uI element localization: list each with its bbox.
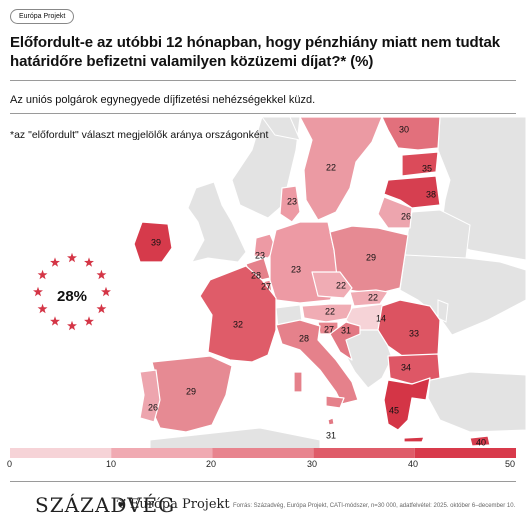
value-franciaorszag: 32 xyxy=(233,319,243,329)
value-malta: 31 xyxy=(326,430,336,440)
eu-average-value: 28% xyxy=(57,288,87,305)
map-portugalia xyxy=(139,369,161,423)
map-esztorszag xyxy=(401,151,439,177)
value-hollandia: 23 xyxy=(255,250,265,260)
legend-tick-50: 50 xyxy=(505,459,516,469)
value-romania: 33 xyxy=(409,328,419,338)
map-svedorszag xyxy=(299,117,383,221)
europe-map: 30 22 35 38 26 23 39 23 28 27 23 29 22 2… xyxy=(0,117,526,450)
legend-tick-40: 40 xyxy=(408,459,419,469)
eu-star-icon xyxy=(50,257,60,267)
value-nemetorszag: 23 xyxy=(291,264,301,274)
map-szlovakia xyxy=(349,289,389,307)
value-ciprus: 40 xyxy=(476,437,486,447)
value-szlovakia: 22 xyxy=(368,292,378,302)
map-ciprus xyxy=(469,435,491,447)
value-szlovenia: 27 xyxy=(324,324,334,334)
map-bulgaria xyxy=(387,353,441,385)
eu-stars-icon: 28% xyxy=(33,252,111,331)
ukraine-shape xyxy=(399,254,526,336)
map-gorogorszag xyxy=(383,377,431,431)
map-horvatorszag xyxy=(329,321,361,361)
map-dania xyxy=(279,185,301,223)
bird-icon: ❦ xyxy=(116,497,127,512)
value-horvatorszag: 31 xyxy=(341,325,351,335)
europa-projekt-logo: ❦ Európa Projekt xyxy=(116,497,230,512)
szazadveg-logo: SZÁZADVÉG xyxy=(35,493,176,517)
title-divider xyxy=(10,80,516,81)
value-magyarorszag: 14 xyxy=(376,313,386,323)
eu-star-icon xyxy=(101,286,111,297)
eu-star-icon xyxy=(96,303,107,314)
eu-star-icon xyxy=(96,269,107,280)
value-ausztria: 22 xyxy=(325,306,335,316)
eu-star-icon xyxy=(67,252,77,263)
value-bulgaria: 34 xyxy=(401,362,411,372)
map-csehorszag xyxy=(311,271,353,299)
value-gorogorszag: 45 xyxy=(389,405,399,415)
legend-tick-0: 0 xyxy=(7,459,13,469)
subtitle: Az uniós polgárok egynegyede díjfizetési… xyxy=(10,94,316,106)
moldova-shape xyxy=(437,299,449,323)
subtitle-divider xyxy=(10,113,516,114)
map-sicily xyxy=(325,395,345,409)
footer-divider xyxy=(10,481,516,482)
value-finnorszag: 30 xyxy=(399,124,409,134)
iceland-shape xyxy=(261,117,301,141)
legend-segment-1 xyxy=(111,448,213,458)
title-line-2: határidőre befizetni valamilyen közüzemi… xyxy=(10,53,374,70)
map-franciaorszag xyxy=(199,265,277,363)
value-esztorszag: 35 xyxy=(422,163,432,173)
turkey-shape xyxy=(427,371,526,433)
chart-title: Előfordult-e az utóbbi 12 hónapban, hogy… xyxy=(10,33,510,71)
eu-star-icon xyxy=(33,286,43,297)
value-portugalia: 26 xyxy=(148,402,158,412)
value-litvania: 26 xyxy=(401,211,411,221)
great-britain-shape xyxy=(187,181,247,263)
legend-tick-10: 10 xyxy=(106,459,117,469)
legend-segment-0 xyxy=(10,448,112,458)
value-svedorszag: 22 xyxy=(326,162,336,172)
legend-tick-20: 20 xyxy=(206,459,217,469)
legend-tick-30: 30 xyxy=(307,459,318,469)
legend-bar xyxy=(10,448,516,458)
eu-star-icon xyxy=(37,269,48,280)
map-crete xyxy=(403,436,425,443)
eu-average-badge: 28% xyxy=(30,250,114,334)
map-finnorszag xyxy=(381,117,441,151)
eu-star-icon xyxy=(50,316,60,326)
value-lettorszag: 38 xyxy=(426,189,436,199)
europa-projekt-label: Európa Projekt xyxy=(129,497,230,512)
eu-star-icon xyxy=(37,303,48,314)
europa-projekt-badge: Európa Projekt xyxy=(10,9,75,24)
value-lengyelorszag: 29 xyxy=(366,252,376,262)
legend-segment-2 xyxy=(212,448,314,458)
eu-star-icon xyxy=(84,316,94,326)
legend-segment-3 xyxy=(313,448,415,458)
value-belgium: 28 xyxy=(251,270,261,280)
value-spanyolorszag: 29 xyxy=(186,386,196,396)
source-note: Forrás: Századvég, Európa Projekt, CATI-… xyxy=(233,503,516,509)
map-sardinia xyxy=(293,371,303,393)
value-olaszorszag: 28 xyxy=(299,333,309,343)
map-irorszag xyxy=(133,221,173,263)
title-line-1: Előfordult-e az utóbbi 12 hónapban, hogy… xyxy=(10,34,500,51)
footnote: *az "előfordult" választ megjelölők arán… xyxy=(10,129,269,141)
value-dania: 23 xyxy=(287,196,297,206)
europe-map-svg: 30 22 35 38 26 23 39 23 28 27 23 29 22 2… xyxy=(0,117,526,450)
value-luxemburg: 27 xyxy=(261,281,271,291)
map-malta xyxy=(327,417,335,426)
value-irorszag: 39 xyxy=(151,237,161,247)
value-csehorszag: 22 xyxy=(336,280,346,290)
map-litvania xyxy=(377,196,413,229)
legend-segment-4 xyxy=(414,448,516,458)
eu-star-icon xyxy=(67,320,77,331)
eu-star-icon xyxy=(84,257,94,267)
map-olaszorszag xyxy=(275,319,359,405)
